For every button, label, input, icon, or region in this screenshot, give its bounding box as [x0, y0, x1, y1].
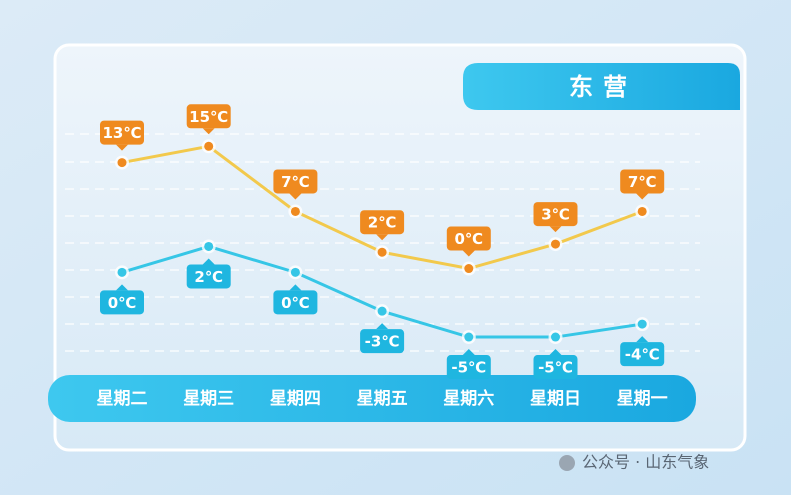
title-badge — [463, 63, 740, 110]
point — [377, 247, 387, 257]
point — [204, 141, 214, 151]
label-box — [446, 226, 491, 251]
point — [637, 206, 647, 216]
label-box — [446, 355, 491, 380]
label-box — [186, 264, 231, 289]
label-pointer — [202, 128, 215, 135]
x-tick-label: 星期二 — [97, 389, 148, 409]
label-pointer — [549, 349, 562, 356]
point — [551, 239, 560, 249]
watermark-icon — [559, 455, 575, 471]
point — [637, 319, 647, 329]
label-box — [620, 342, 665, 367]
label-pointer — [636, 336, 649, 343]
label-box — [100, 120, 144, 145]
value-label: 0℃ — [281, 294, 310, 312]
label-box — [360, 210, 405, 235]
label-pointer — [376, 234, 389, 241]
label-box — [186, 104, 231, 129]
label-pointer — [376, 323, 389, 330]
x-tick-label: 星期六 — [443, 388, 494, 409]
value-label: 0℃ — [108, 294, 137, 312]
label-pointer — [202, 258, 215, 265]
label-box — [273, 290, 318, 315]
point — [464, 264, 474, 274]
value-label: -3℃ — [365, 333, 400, 351]
value-label: 7℃ — [628, 173, 657, 191]
point — [377, 306, 387, 316]
label-pointer — [116, 144, 128, 151]
label-box — [360, 329, 405, 354]
panel — [53, 43, 747, 452]
label-box — [100, 290, 144, 315]
point — [551, 332, 560, 342]
value-label: 13℃ — [102, 124, 141, 142]
point — [204, 241, 214, 251]
day-bar — [48, 375, 696, 422]
value-label: 7℃ — [281, 173, 310, 191]
label-pointer — [289, 284, 302, 291]
label-pointer — [636, 193, 649, 200]
label-pointer — [116, 284, 128, 291]
point — [117, 158, 127, 168]
label-pointer — [289, 193, 302, 200]
watermark: 公众号 · 山东气象 — [582, 453, 709, 472]
value-label: 2℃ — [194, 268, 223, 286]
x-tick-label: 星期三 — [183, 389, 234, 409]
x-tick-label: 星期日 — [530, 389, 581, 409]
label-pointer — [462, 349, 475, 356]
point — [290, 267, 300, 277]
point — [290, 206, 300, 216]
label-box — [533, 202, 578, 227]
value-label: 3℃ — [541, 206, 570, 224]
value-label: 2℃ — [368, 214, 397, 232]
label-box — [620, 169, 665, 194]
label-box — [273, 169, 318, 194]
chart-title: 东营 — [569, 73, 637, 101]
point — [464, 332, 474, 342]
x-tick-label: 星期一 — [617, 389, 668, 409]
x-tick-label: 星期五 — [357, 389, 408, 409]
value-label: -4℃ — [625, 346, 660, 364]
label-pointer — [549, 226, 562, 233]
x-tick-label: 星期四 — [270, 389, 321, 409]
value-label: -5℃ — [538, 359, 573, 377]
point — [117, 267, 127, 277]
value-label: -5℃ — [451, 359, 486, 377]
label-box — [533, 355, 578, 380]
value-label: 0℃ — [454, 230, 483, 248]
value-label: 15℃ — [189, 108, 228, 126]
label-pointer — [462, 250, 475, 257]
